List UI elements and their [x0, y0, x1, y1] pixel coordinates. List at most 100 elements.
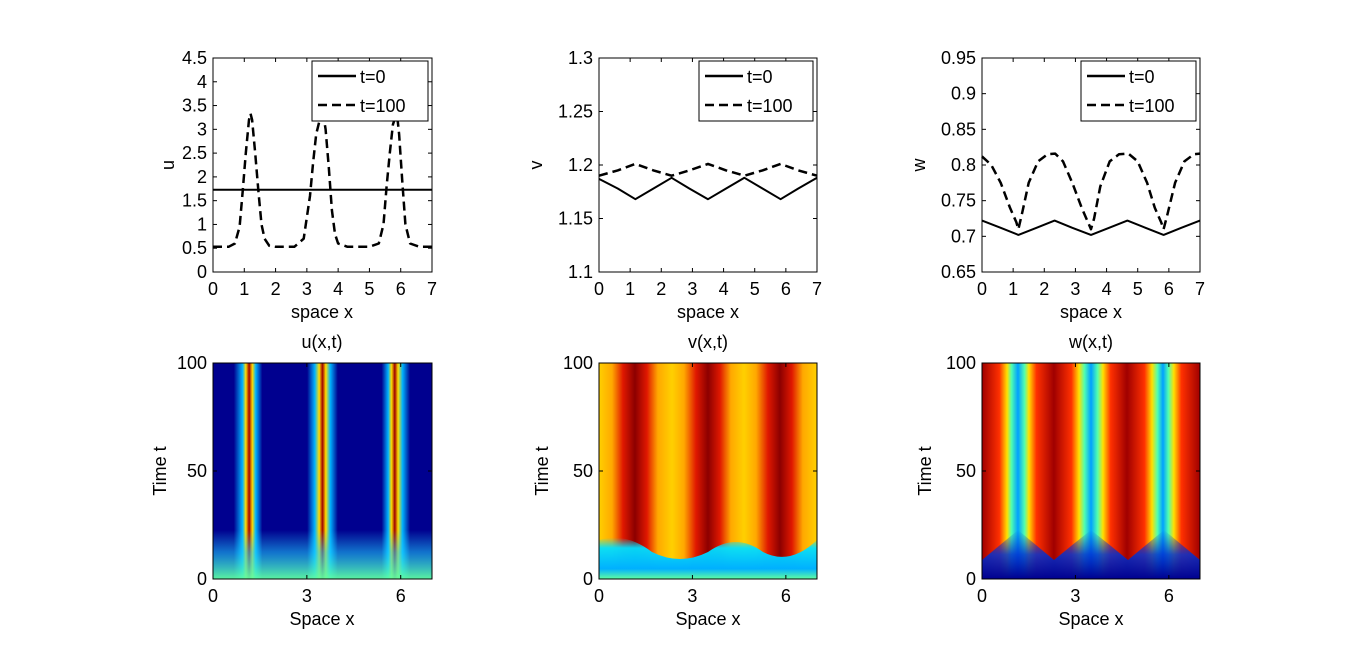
plot-w-legend: t=0 t=100 [1080, 60, 1197, 122]
plot-w-ytick-label: 0.85 [941, 119, 976, 139]
plot-w-ytick-label: 0.8 [951, 155, 976, 175]
plot-v-ticks: 0 1 2 3 4 5 6 7 1.1 1.15 1.2 1.25 1.3 [558, 48, 822, 299]
heatmap-u-title: u(x,t) [301, 332, 342, 352]
plot-u-ytick-label: 2.5 [182, 143, 207, 163]
plot-w-xtick-label: 4 [1102, 279, 1112, 299]
plot-w-xtick-label: 3 [1070, 586, 1080, 606]
plot-v-xtick-label: 0 [594, 279, 604, 299]
plot-u-ytick-label: 1 [197, 214, 207, 234]
heatmap-v-xlabel: Space x [675, 609, 740, 629]
plot-v-xtick-label: 1 [625, 279, 635, 299]
plot-u-ytick-label: 0.5 [182, 238, 207, 258]
plot-v-ytick-label: 0 [583, 569, 593, 589]
plot-v-ytick-label: 1.15 [558, 209, 593, 229]
plot-w-xtick-label: 3 [1070, 279, 1080, 299]
plot-w-xtick-label: 5 [1133, 279, 1143, 299]
plot-w-xtick-label: 7 [1195, 279, 1205, 299]
plot-v-lines [598, 162, 818, 201]
plot-w-lines [981, 152, 1201, 236]
legend-label-t0: t=0 [360, 67, 386, 87]
plot-u-ytick-label: 0 [197, 569, 207, 589]
plot-u-xtick-label: 5 [364, 279, 374, 299]
plot-v-ytick-label: 1.2 [568, 155, 593, 175]
plot-u-ytick-label: 50 [187, 461, 207, 481]
plot-u-ytick-label: 4.5 [182, 48, 207, 68]
plot-u-xtick-label: 6 [396, 279, 406, 299]
heatmap-v-ylabel: Time t [532, 446, 552, 495]
plot-w-ytick-label: 0.65 [941, 262, 976, 282]
plot-u-xtick-label: 0 [208, 586, 218, 606]
plot-v-xtick-label: 3 [687, 279, 697, 299]
plot-w-xtick-label: 6 [1164, 586, 1174, 606]
plot-u-xtick-label: 0 [208, 279, 218, 299]
plot-u-ticks: 0 1 2 3 4 5 6 7 0 0.5 1 1.5 2 2.5 3 3.5 4 4.5 [182, 48, 437, 299]
plot-v-ytick-label: 50 [573, 461, 593, 481]
plot-u-ytick-label: 0 [197, 262, 207, 282]
plot-w-ytick-label: 100 [946, 353, 976, 373]
plot-u-ylabel: u [158, 160, 178, 170]
plot-u-xtick-label: 7 [427, 279, 437, 299]
plot-w-ytick-label: 0.95 [941, 48, 976, 68]
plot-u-ytick-label: 2 [197, 167, 207, 187]
plot-v-xtick-label: 3 [687, 586, 697, 606]
plot-w-ylabel: w [909, 158, 929, 173]
plot-u-ytick-label: 100 [177, 353, 207, 373]
plot-u-ytick-label: 4 [197, 72, 207, 92]
plot-v-xtick-label: 6 [781, 279, 791, 299]
plot-w-legend-box [1080, 60, 1197, 122]
plot-w-ytick-label: 50 [956, 461, 976, 481]
plot-v-xtick-label: 2 [656, 279, 666, 299]
plot-w-ticks: 0 1 2 3 4 5 6 7 0.65 0.7 0.75 0.8 0.85 0.9 0.95 [941, 48, 1205, 299]
plot-u-ytick-label: 3.5 [182, 96, 207, 116]
plot-w-xtick-label: 0 [977, 279, 987, 299]
plot-u-profile: 0 1 2 3 4 5 6 7 0 0.5 1 1.5 2 2.5 3 3.5 4 4.5 space x u t… [158, 48, 437, 322]
plot-v-ytick-label: 1.25 [558, 102, 593, 122]
plot-w-xtick-label: 1 [1008, 279, 1018, 299]
plot-v-xtick-label: 6 [781, 586, 791, 606]
heatmap-w-ticks: 0 3 6 0 50 100 [946, 353, 1200, 606]
plot-v-xtick-label: 7 [812, 279, 822, 299]
heatmap-v-title: v(x,t) [688, 332, 728, 352]
plot-w-xlabel: space x [1060, 302, 1122, 322]
heatmap-w: w(x,t) 0 3 6 0 50 100 Space x Time t [915, 332, 1201, 629]
plot-w-xtick-label: 0 [977, 586, 987, 606]
plot-u-legend: t=0 t=100 [311, 60, 429, 122]
plot-v-xtick-label: 5 [750, 279, 760, 299]
plot-u-xtick-label: 6 [396, 586, 406, 606]
plot-u-xtick-label: 3 [302, 279, 312, 299]
plot-v-ytick-label: 1.3 [568, 48, 593, 68]
series-t0-line [981, 219, 1201, 236]
plot-v-xtick-label: 4 [719, 279, 729, 299]
plot-w-xtick-label: 2 [1039, 279, 1049, 299]
heatmap-w-initial-transient [982, 530, 1200, 579]
legend-label-t100: t=100 [360, 96, 406, 116]
plot-u-ytick-label: 1.5 [182, 191, 207, 211]
plot-u-xtick-label: 4 [333, 279, 343, 299]
legend-label-t100: t=100 [1129, 96, 1175, 116]
plot-u-xtick-label: 3 [302, 586, 312, 606]
plot-w-ytick-label: 0 [966, 569, 976, 589]
heatmap-w-ylabel: Time t [915, 446, 935, 495]
plot-v-xtick-label: 0 [594, 586, 604, 606]
plot-w-ytick-label: 0.9 [951, 84, 976, 104]
plot-v-xlabel: space x [677, 302, 739, 322]
plot-u-ytick-label: 3 [197, 119, 207, 139]
plot-v-ytick-label: 1.1 [568, 262, 593, 282]
plot-u-legend-box [311, 60, 429, 122]
plot-w-ytick-label: 0.75 [941, 191, 976, 211]
legend-label-t0: t=0 [747, 67, 773, 87]
plot-u-xtick-label: 2 [271, 279, 281, 299]
heatmap-u: u(x,t) 0 3 6 0 50 100 Space x Time t [150, 332, 433, 629]
plot-v-ytick-label: 100 [563, 353, 593, 373]
plot-u-xtick-label: 1 [239, 279, 249, 299]
series-t100-line [981, 152, 1201, 231]
plot-w-xtick-label: 6 [1164, 279, 1174, 299]
series-t100-line [598, 162, 818, 177]
heatmap-v: v(x,t) 0 3 6 0 50 100 Space x Time t [532, 332, 818, 629]
series-t0-line [598, 176, 818, 201]
legend-label-t0: t=0 [1129, 67, 1155, 87]
heatmap-u-xlabel: Space x [289, 609, 354, 629]
plot-w-ytick-label: 0.7 [951, 226, 976, 246]
heatmap-u-ylabel: Time t [150, 446, 170, 495]
